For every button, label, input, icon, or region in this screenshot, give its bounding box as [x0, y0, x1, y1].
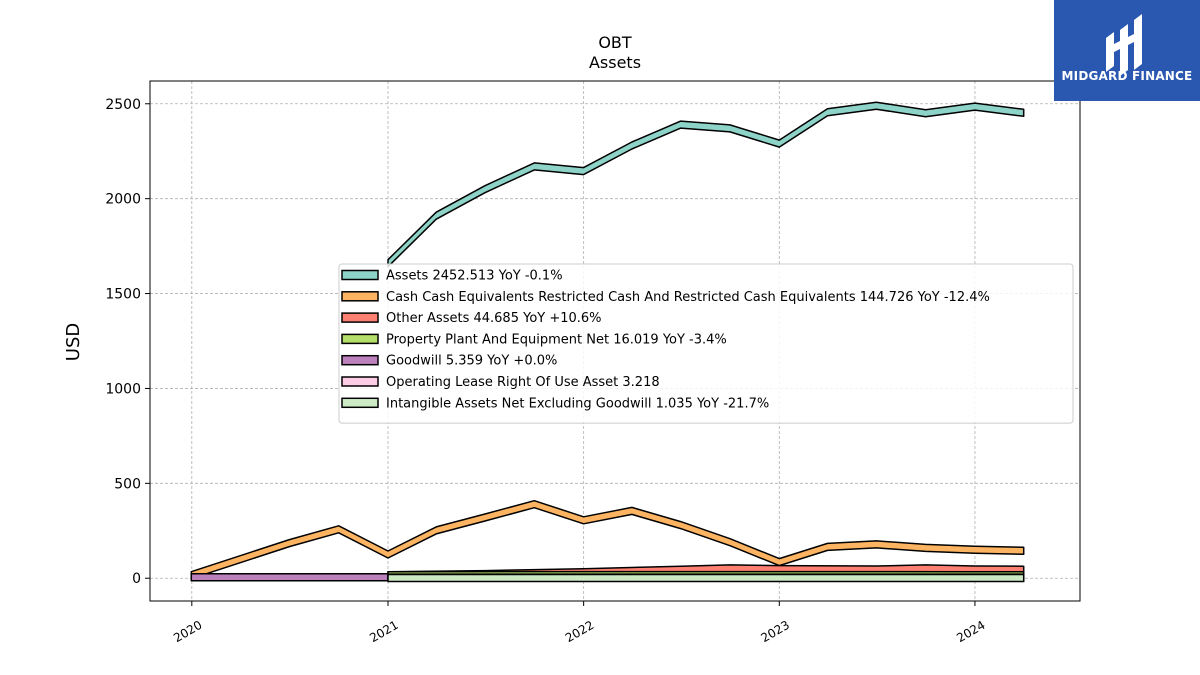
legend-label: Operating Lease Right Of Use Asset 3.218 [386, 375, 660, 390]
x-tick-label: 2023 [759, 618, 792, 645]
x-tick-label: 2021 [367, 618, 400, 645]
series-band-intangible-assets-net-excluding-goodwill [387, 573, 1025, 583]
brand-name: MIDGARD FINANCE [1061, 69, 1193, 83]
brand-mark-icon [1106, 14, 1142, 76]
y-tick-label: 2000 [105, 192, 141, 208]
x-tick-label: 2024 [954, 618, 987, 645]
brand-logo: MIDGARD FINANCE [1054, 0, 1200, 101]
x-tick-label: 2022 [563, 618, 596, 645]
plot-frame [149, 80, 1081, 602]
legend-label: Goodwill 5.359 YoY +0.0% [386, 354, 557, 369]
series-band-cash-cash-equivalents-restricted-cash-and-restricted-cash-equivalents [190, 499, 1025, 580]
series-band-goodwill [190, 572, 389, 582]
chart-subtitle: Assets [589, 53, 641, 72]
x-tick-label: 2020 [171, 618, 204, 645]
legend-swatch [341, 312, 379, 323]
y-axis-label: USD [63, 323, 84, 361]
legend-label: Cash Cash Equivalents Restricted Cash An… [386, 290, 990, 305]
legend-label: Assets 2452.513 YoY -0.1% [386, 269, 563, 284]
legend-swatch [341, 269, 379, 281]
legend-swatch [341, 291, 379, 302]
chart-title: OBT [598, 33, 632, 52]
legend-swatch [341, 333, 379, 345]
y-tick-label: 500 [114, 476, 141, 492]
legend-label: Intangible Assets Net Excluding Goodwill… [386, 396, 769, 411]
series-band-assets [387, 101, 1025, 268]
legend-box [338, 263, 1074, 424]
legend-label: Property Plant And Equipment Net 16.019 … [386, 332, 727, 347]
y-tick-label: 0 [132, 571, 141, 587]
legend-swatch [341, 376, 379, 387]
y-tick-label: 2500 [105, 97, 141, 113]
legend: Assets 2452.513 YoY -0.1% Cash Cash Equiv… [338, 263, 1074, 424]
y-tick-label: 1500 [105, 287, 141, 303]
legend-label: Other Assets 44.685 YoY +10.6% [386, 311, 602, 326]
series-layer [190, 101, 1025, 583]
legend-swatch [341, 397, 379, 409]
legend-swatch [341, 354, 379, 366]
y-tick-label: 1000 [105, 381, 141, 397]
